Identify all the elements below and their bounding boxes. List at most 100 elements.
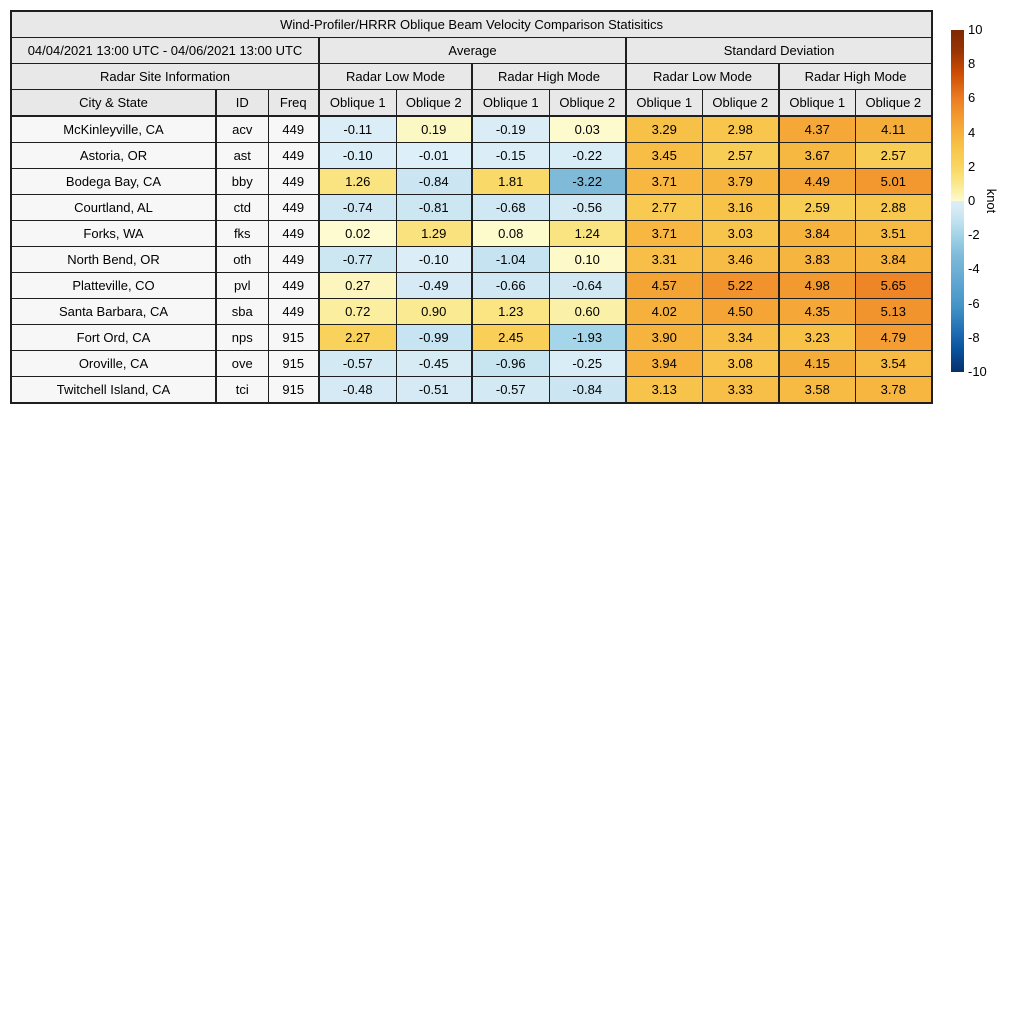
std-low-oblique2-cell: 3.34 — [701, 324, 780, 351]
group-average: Average — [318, 37, 627, 64]
colorbar — [951, 30, 964, 372]
std-high-oblique1-cell: 3.84 — [778, 220, 856, 247]
colorbar-tick-label: 4 — [968, 124, 976, 140]
std-low-oblique2-cell: 3.03 — [701, 220, 780, 247]
freq-cell: 449 — [267, 194, 320, 221]
id-cell: tci — [215, 376, 269, 404]
std-high-oblique1-cell: 3.83 — [778, 246, 856, 273]
avg-high-oblique2-cell: -1.93 — [548, 324, 627, 351]
id-cell: acv — [215, 115, 269, 143]
std-high-oblique2-cell: 5.01 — [854, 168, 933, 195]
city-cell: Fort Ord, CA — [10, 324, 217, 351]
std-high-oblique1-cell: 3.58 — [778, 376, 856, 404]
colorbar-tick-label: -10 — [968, 364, 987, 379]
freq-cell: 449 — [267, 298, 320, 325]
table-row: Twitchell Island, CA tci 915 -0.48 -0.51 -0.5… — [10, 376, 933, 404]
city-cell: Santa Barbara, CA — [10, 298, 217, 325]
avg-high-mode-header: Radar High Mode — [471, 63, 627, 90]
group-standard-deviation: Standard Deviation — [625, 37, 933, 64]
freq-cell: 449 — [267, 168, 320, 195]
city-cell: Bodega Bay, CA — [10, 168, 217, 195]
std-low-oblique2-cell: 3.33 — [701, 376, 780, 404]
freq-header: Freq — [267, 89, 320, 117]
id-cell: ast — [215, 142, 269, 169]
std-low-oblique1-cell: 4.02 — [625, 298, 703, 325]
id-cell: bby — [215, 168, 269, 195]
std-high-oblique1-cell: 3.67 — [778, 142, 856, 169]
std-low-oblique2-cell: 3.79 — [701, 168, 780, 195]
avg-low-oblique2-cell: 1.29 — [395, 220, 473, 247]
std-low-mode-header: Radar Low Mode — [625, 63, 780, 90]
std-high-oblique2-cell: 5.65 — [854, 272, 933, 299]
avg-low-oblique2-cell: -0.01 — [395, 142, 473, 169]
city-cell: Oroville, CA — [10, 350, 217, 377]
avg-high-oblique1-cell: 1.81 — [471, 168, 550, 195]
group-header-row: 04/04/2021 13:00 UTC - 04/06/2021 13:00 … — [10, 37, 933, 64]
std-high-oblique2-cell: 2.88 — [854, 194, 933, 221]
avg-high-oblique1-header: Oblique 1 — [471, 89, 550, 117]
avg-low-oblique1-cell: -0.74 — [318, 194, 397, 221]
std-high-oblique2-cell: 4.79 — [854, 324, 933, 351]
id-cell: nps — [215, 324, 269, 351]
avg-high-oblique1-cell: -0.66 — [471, 272, 550, 299]
avg-high-oblique2-cell: 1.24 — [548, 220, 627, 247]
city-cell: Astoria, OR — [10, 142, 217, 169]
std-low-oblique1-header: Oblique 1 — [625, 89, 703, 117]
colorbar-tick-label: -4 — [968, 261, 980, 277]
std-high-oblique2-cell: 5.13 — [854, 298, 933, 325]
avg-high-oblique1-cell: 1.23 — [471, 298, 550, 325]
std-high-oblique2-cell: 3.54 — [854, 350, 933, 377]
std-low-oblique1-cell: 3.71 — [625, 168, 703, 195]
freq-cell: 449 — [267, 272, 320, 299]
std-low-oblique2-cell: 3.46 — [701, 246, 780, 273]
avg-high-oblique2-cell: -0.22 — [548, 142, 627, 169]
table-row: Forks, WA fks 449 0.02 1.29 0.08 1.24 3.71 3.03 3… — [10, 220, 933, 247]
std-low-oblique1-cell: 3.90 — [625, 324, 703, 351]
id-cell: pvl — [215, 272, 269, 299]
std-low-oblique2-cell: 5.22 — [701, 272, 780, 299]
colorbar-tick-label: -2 — [968, 227, 980, 243]
avg-low-oblique2-cell: -0.84 — [395, 168, 473, 195]
avg-low-oblique1-cell: -0.11 — [318, 115, 397, 143]
table-title: Wind-Profiler/HRRR Oblique Beam Velocity… — [10, 10, 933, 38]
std-low-oblique1-cell: 4.57 — [625, 272, 703, 299]
colorbar-tick-label: -8 — [968, 329, 980, 345]
id-cell: ctd — [215, 194, 269, 221]
colorbar-tick-label: 10 — [968, 22, 983, 37]
avg-high-oblique1-cell: 2.45 — [471, 324, 550, 351]
id-header: ID — [215, 89, 269, 117]
avg-high-oblique2-cell: -0.64 — [548, 272, 627, 299]
freq-cell: 449 — [267, 115, 320, 143]
avg-low-oblique1-cell: -0.48 — [318, 376, 397, 404]
colorbar-tick-label: 8 — [968, 56, 976, 72]
std-high-oblique2-cell: 4.11 — [854, 115, 933, 143]
std-high-oblique1-cell: 4.49 — [778, 168, 856, 195]
std-low-oblique2-cell: 3.08 — [701, 350, 780, 377]
std-low-oblique2-cell: 2.57 — [701, 142, 780, 169]
city-cell: McKinleyville, CA — [10, 115, 217, 143]
table-row: Fort Ord, CA nps 915 2.27 -0.99 2.45 -1.93 3.90… — [10, 324, 933, 351]
title-row: Wind-Profiler/HRRR Oblique Beam Velocity… — [10, 10, 933, 38]
avg-high-oblique1-cell: -0.96 — [471, 350, 550, 377]
avg-high-oblique2-cell: -3.22 — [548, 168, 627, 195]
std-high-oblique2-cell: 3.51 — [854, 220, 933, 247]
std-high-oblique1-cell: 4.37 — [778, 115, 856, 143]
std-low-oblique1-cell: 3.94 — [625, 350, 703, 377]
avg-high-oblique1-cell: -0.19 — [471, 115, 550, 143]
freq-cell: 449 — [267, 246, 320, 273]
id-cell: sba — [215, 298, 269, 325]
avg-low-oblique1-cell: 0.02 — [318, 220, 397, 247]
avg-low-oblique2-cell: 0.90 — [395, 298, 473, 325]
avg-high-oblique2-cell: 0.03 — [548, 115, 627, 143]
std-high-oblique1-cell: 4.35 — [778, 298, 856, 325]
avg-high-oblique2-header: Oblique 2 — [548, 89, 627, 117]
radar-site-info-header: Radar Site Information — [10, 63, 320, 90]
std-low-oblique1-cell: 3.71 — [625, 220, 703, 247]
table-row: McKinleyville, CA acv 449 -0.11 0.19 -0.19 0.0… — [10, 115, 933, 143]
table-row: Santa Barbara, CA sba 449 0.72 0.90 1.23 0.60 4… — [10, 298, 933, 325]
std-low-oblique1-cell: 3.29 — [625, 115, 703, 143]
city-cell: Courtland, AL — [10, 194, 217, 221]
stats-table: Wind-Profiler/HRRR Oblique Beam Velocity… — [10, 10, 934, 404]
avg-low-oblique2-cell: -0.51 — [395, 376, 473, 404]
